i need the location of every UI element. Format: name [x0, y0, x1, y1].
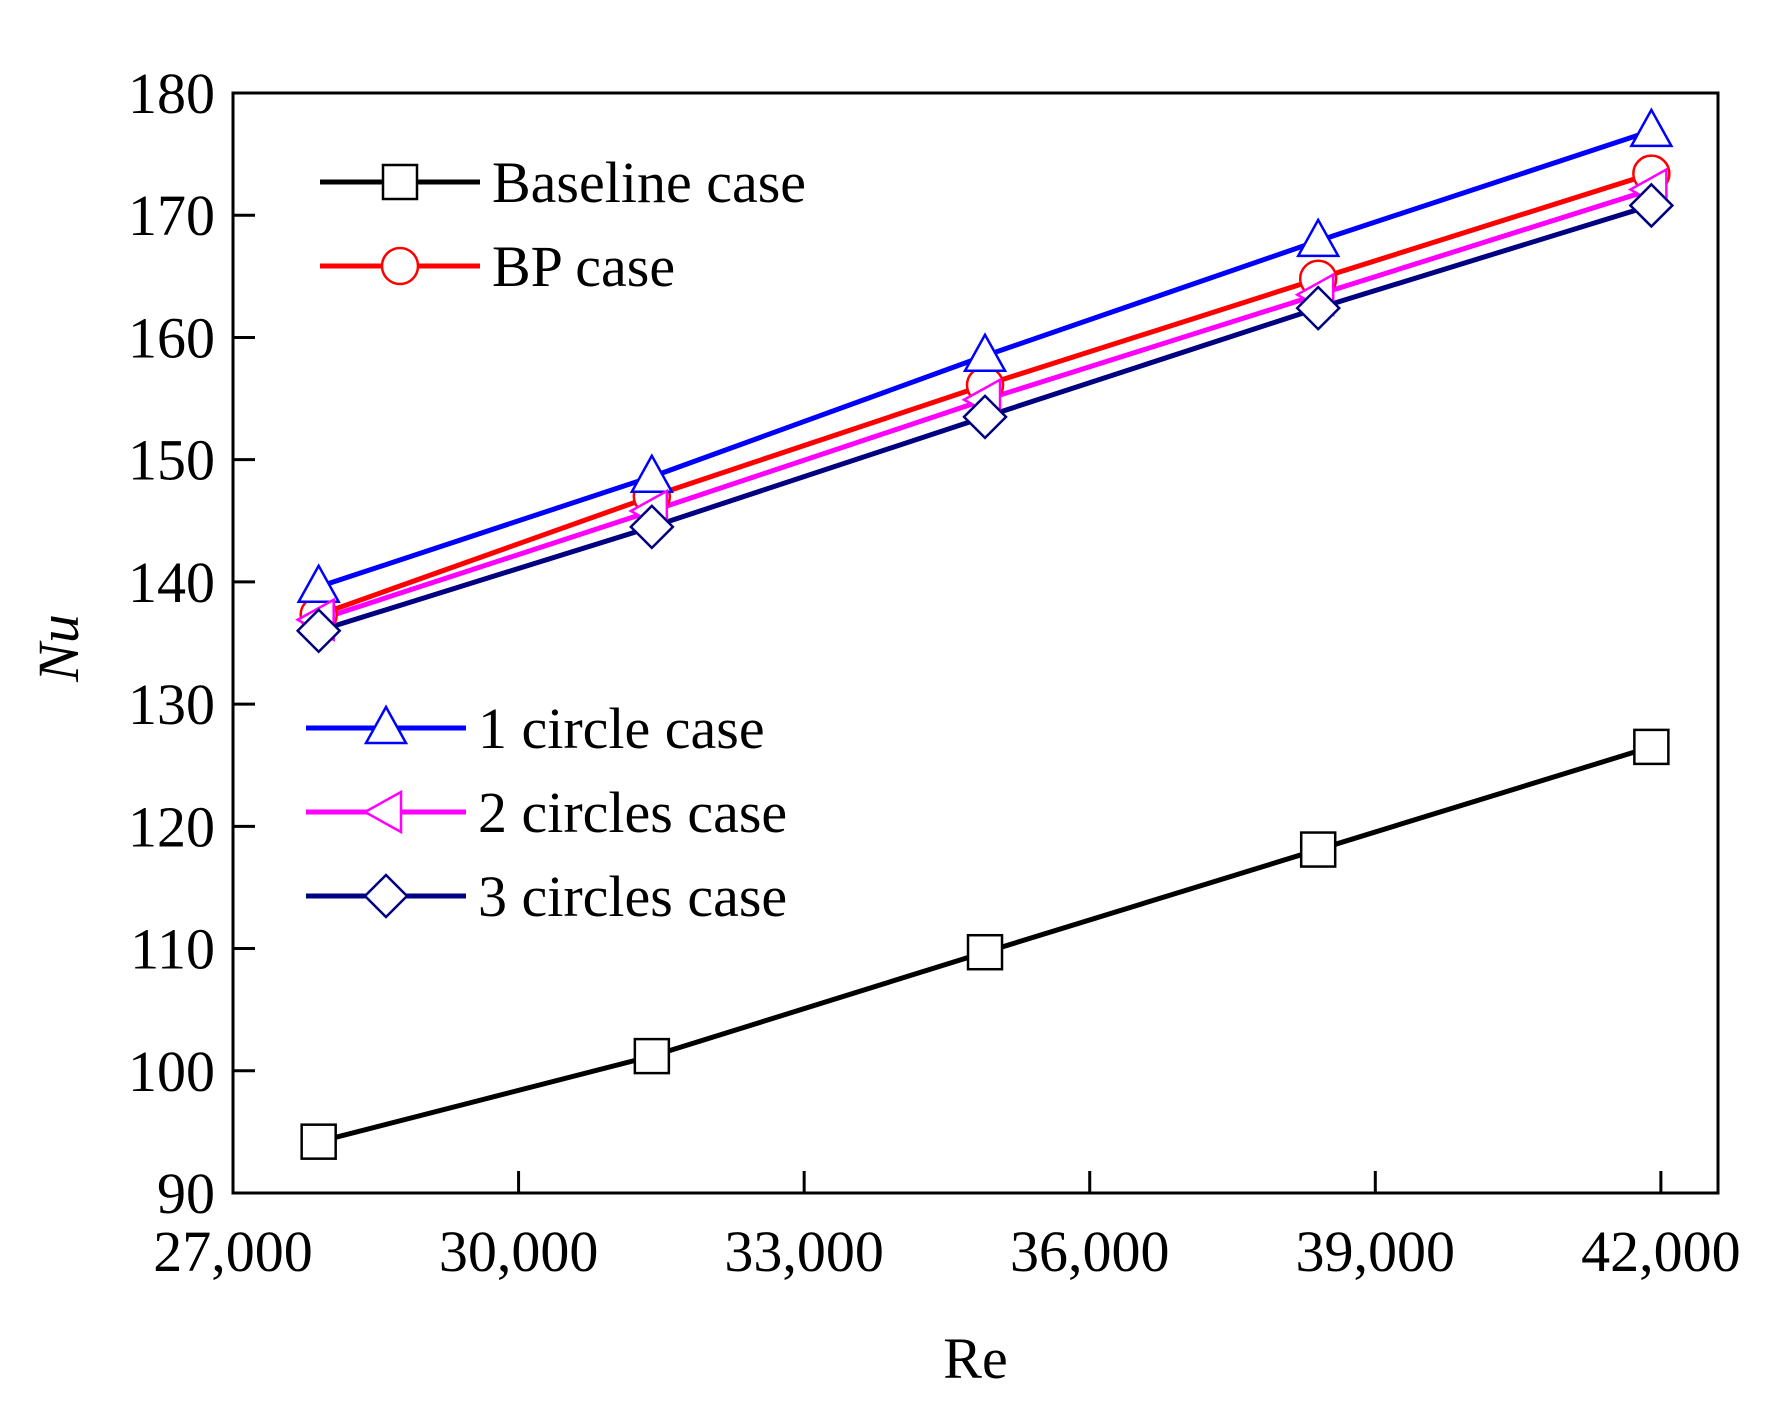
y-tick-label: 130	[128, 672, 215, 737]
legend-marker-3-circles-case	[363, 873, 409, 919]
legend-label-baseline-case: Baseline case	[492, 150, 806, 215]
legend-label-1-circle-case: 1 circle case	[478, 696, 765, 761]
x-tick-label: 36,000	[1010, 1219, 1170, 1284]
legend-label-2-circles-case: 2 circles case	[478, 780, 787, 845]
data-point-baseline-case	[1633, 728, 1670, 766]
legend-marker-baseline-case	[381, 163, 419, 201]
legend-marker-bp-case	[380, 246, 420, 286]
data-point-3-circles-case	[962, 394, 1008, 440]
data-point-baseline-case	[300, 1123, 337, 1160]
x-tick-label: 30,000	[439, 1219, 599, 1284]
data-point-baseline-case	[1299, 831, 1337, 868]
data-point-baseline-case	[966, 933, 1004, 971]
legend: Baseline case BP case 1 circle case 2 circl…	[306, 150, 806, 929]
y-tick-label: 140	[128, 550, 215, 615]
legend-marker-2-circles-case	[362, 789, 403, 835]
legend-marker-1-circle-case	[363, 704, 409, 745]
x-tick-label: 33,000	[724, 1219, 884, 1284]
data-point-3-circles-case	[1628, 182, 1675, 229]
data-point-3-circles-case	[1295, 285, 1341, 331]
data-point-baseline-case	[633, 1037, 671, 1075]
legend-entry-2-circles-case: 2 circles case	[306, 780, 787, 845]
data-point-3-circles-case	[629, 504, 675, 550]
data-markers	[295, 107, 1675, 1160]
legend-entry-3-circles-case: 3 circles case	[306, 864, 787, 929]
y-tick-label: 120	[128, 794, 215, 859]
tick-labels: 27,000 30,000 33,000 36,000 39,000 42,000 90 10…	[128, 61, 1741, 1284]
y-tick-label: 170	[128, 183, 215, 248]
tick-marks	[231, 91, 1663, 1195]
legend-entry-bp-case: BP case	[320, 234, 675, 299]
y-tick-label: 150	[128, 428, 215, 493]
data-point-3-circles-case	[295, 608, 342, 654]
y-tick-label: 100	[128, 1039, 215, 1104]
legend-entry-baseline-case: Baseline case	[320, 150, 806, 215]
data-point-1-circle-case	[296, 563, 341, 604]
legend-entry-1-circle-case: 1 circle case	[306, 696, 765, 761]
data-point-1-circle-case	[962, 332, 1008, 373]
data-point-1-circle-case	[1296, 217, 1341, 258]
y-tick-label: 180	[128, 61, 215, 126]
y-tick-label: 90	[157, 1161, 215, 1226]
plot-area-frame	[231, 91, 1720, 1195]
x-tick-label: 39,000	[1296, 1219, 1456, 1284]
y-axis-title: Nu	[26, 614, 91, 683]
x-tick-label: 27,000	[153, 1219, 313, 1284]
data-point-1-circle-case	[629, 453, 674, 494]
x-axis-title: Re	[943, 1326, 1007, 1391]
legend-label-bp-case: BP case	[492, 234, 675, 299]
y-tick-label: 160	[128, 305, 215, 370]
data-point-1-circle-case	[1629, 107, 1674, 148]
y-tick-label: 110	[130, 917, 215, 982]
x-tick-label: 42,000	[1581, 1219, 1741, 1284]
legend-label-3-circles-case: 3 circles case	[478, 864, 787, 929]
